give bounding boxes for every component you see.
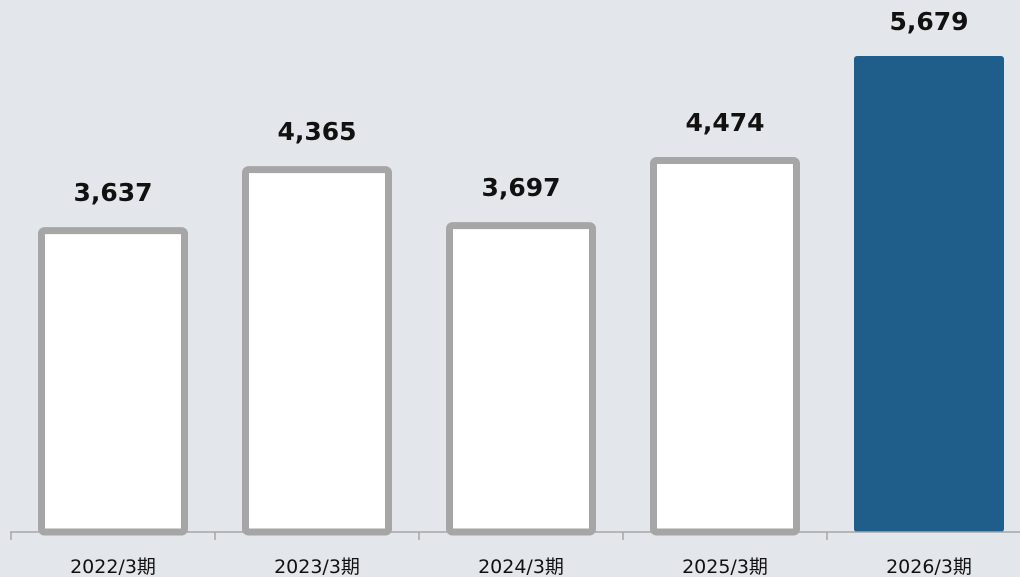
x-tick-label: 2026/3期 — [886, 556, 972, 577]
labels-layer: 3,637 2022/3期 4,365 2023/3期 3,697 2024/3期 4,47… — [70, 7, 972, 577]
data-label: 3,637 — [73, 178, 152, 207]
bar-2026/3期 — [854, 56, 1004, 532]
x-tick-label: 2023/3期 — [274, 556, 360, 577]
bar-2024/3期 — [446, 222, 596, 536]
bar-2023/3期 — [242, 166, 392, 536]
x-tick-label: 2025/3期 — [682, 556, 768, 577]
data-label: 5,679 — [889, 7, 968, 36]
x-tick-label: 2022/3期 — [70, 556, 156, 577]
x-tick-label: 2024/3期 — [478, 556, 564, 577]
data-label: 3,697 — [481, 173, 560, 202]
bars-layer — [38, 56, 1004, 536]
data-label: 4,474 — [685, 108, 764, 137]
data-label: 4,365 — [277, 117, 356, 146]
bar-2025/3期 — [650, 157, 800, 536]
bar-2022/3期 — [38, 227, 188, 536]
x-axis — [10, 531, 1020, 540]
